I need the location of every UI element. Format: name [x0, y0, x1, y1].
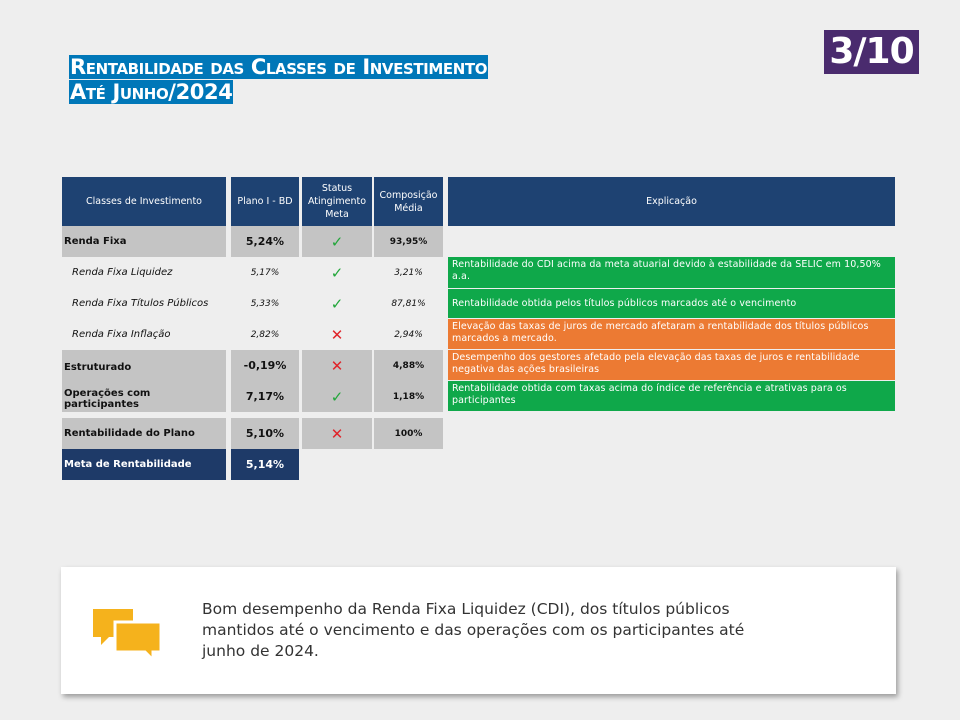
header-composicao: Composição Média	[374, 177, 443, 226]
cross-icon: ✕	[302, 350, 372, 381]
check-icon: ✓	[302, 226, 372, 257]
explanation-cell: Rentabilidade obtida com taxas acima do …	[448, 381, 895, 411]
row-plano: 5,10%	[231, 418, 299, 449]
row-plano: 5,14%	[231, 449, 299, 480]
header-plano: Plano I - BD	[231, 177, 299, 226]
row-label: Operações com participantes	[62, 381, 226, 412]
row-comp: 3,21%	[394, 267, 423, 278]
row-comp: 93,95%	[374, 226, 443, 257]
row-label: Renda Fixa	[62, 226, 226, 257]
check-icon: ✓	[330, 263, 344, 282]
header-classes: Classes de Investimento	[62, 177, 226, 226]
row-plano: 5,24%	[231, 226, 299, 257]
row-comp: 4,88%	[374, 350, 443, 381]
row-plano: 7,17%	[231, 381, 299, 412]
header-status: Status Atingimento Meta	[302, 177, 372, 226]
row-label: Renda Fixa Títulos Públicos	[72, 298, 209, 309]
row-comp: 1,18%	[374, 381, 443, 412]
title-line-2: Até Junho/2024	[69, 80, 234, 104]
row-label: Renda Fixa Liquidez	[72, 267, 173, 278]
header-explicacao: Explicação	[448, 177, 895, 226]
explanation-cell: Elevação das taxas de juros de mercado a…	[448, 319, 895, 349]
title-line-1: Rentabilidade das Classes de Investiment…	[69, 55, 489, 79]
check-icon: ✓	[330, 294, 344, 313]
explanation-cell: Desempenho dos gestores afetado pela ele…	[448, 350, 895, 380]
row-plano: 5,17%	[250, 267, 280, 278]
row-label: Renda Fixa Inflação	[72, 329, 171, 340]
check-icon: ✓	[302, 381, 372, 412]
row-comp: 87,81%	[391, 298, 426, 309]
row-label: Rentabilidade do Plano	[62, 418, 226, 449]
slide-title: Rentabilidade das Classes de Investiment…	[69, 55, 489, 105]
row-comp: 2,94%	[394, 329, 423, 340]
page-indicator: 3/10	[824, 30, 919, 74]
row-plano: 5,33%	[250, 298, 280, 309]
row-label: Estruturado	[62, 350, 226, 381]
cross-icon: ✕	[330, 325, 344, 344]
explanation-cell: Rentabilidade do CDI acima da meta atuar…	[448, 257, 895, 288]
cross-icon: ✕	[302, 418, 372, 449]
row-comp: 100%	[374, 418, 443, 449]
comment-text: Bom desempenho da Renda Fixa Liquidez (C…	[202, 600, 745, 660]
chat-bubbles-icon	[93, 609, 163, 659]
comment-box: Bom desempenho da Renda Fixa Liquidez (C…	[61, 567, 896, 694]
explanation-cell: Rentabilidade obtida pelos títulos públi…	[448, 289, 895, 318]
row-label: Meta de Rentabilidade	[62, 449, 226, 480]
row-plano: -0,19%	[231, 350, 299, 381]
row-plano: 2,82%	[250, 329, 280, 340]
